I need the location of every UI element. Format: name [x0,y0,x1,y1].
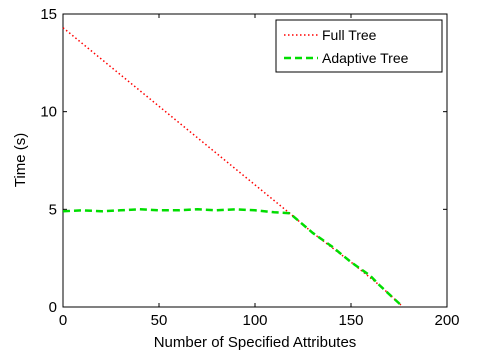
series-line-adaptive-tree [62,208,402,306]
y-axis-title: Time (s) [12,133,29,187]
y-tick-label: 5 [49,201,57,218]
x-tick-label: 150 [338,312,363,329]
y-tick-label: 0 [49,299,57,316]
legend-label-adaptive-tree: Adaptive Tree [322,50,409,66]
series-lines [62,27,402,306]
y-tick-label: 10 [40,104,57,121]
x-tick-label: 50 [151,312,168,329]
x-tick-label: 100 [242,312,267,329]
legend-box [275,19,443,73]
axis-ticks: 0 50 100 150 200 0 5 10 15 [40,6,459,329]
legend: Full Tree Adaptive Tree [275,19,443,73]
x-axis-title: Number of Specified Attributes [154,334,357,351]
x-tick-label: 0 [59,312,67,329]
x-tick-label: 200 [434,312,459,329]
legend-label-full-tree: Full Tree [322,27,377,43]
y-tick-label: 15 [40,6,57,23]
